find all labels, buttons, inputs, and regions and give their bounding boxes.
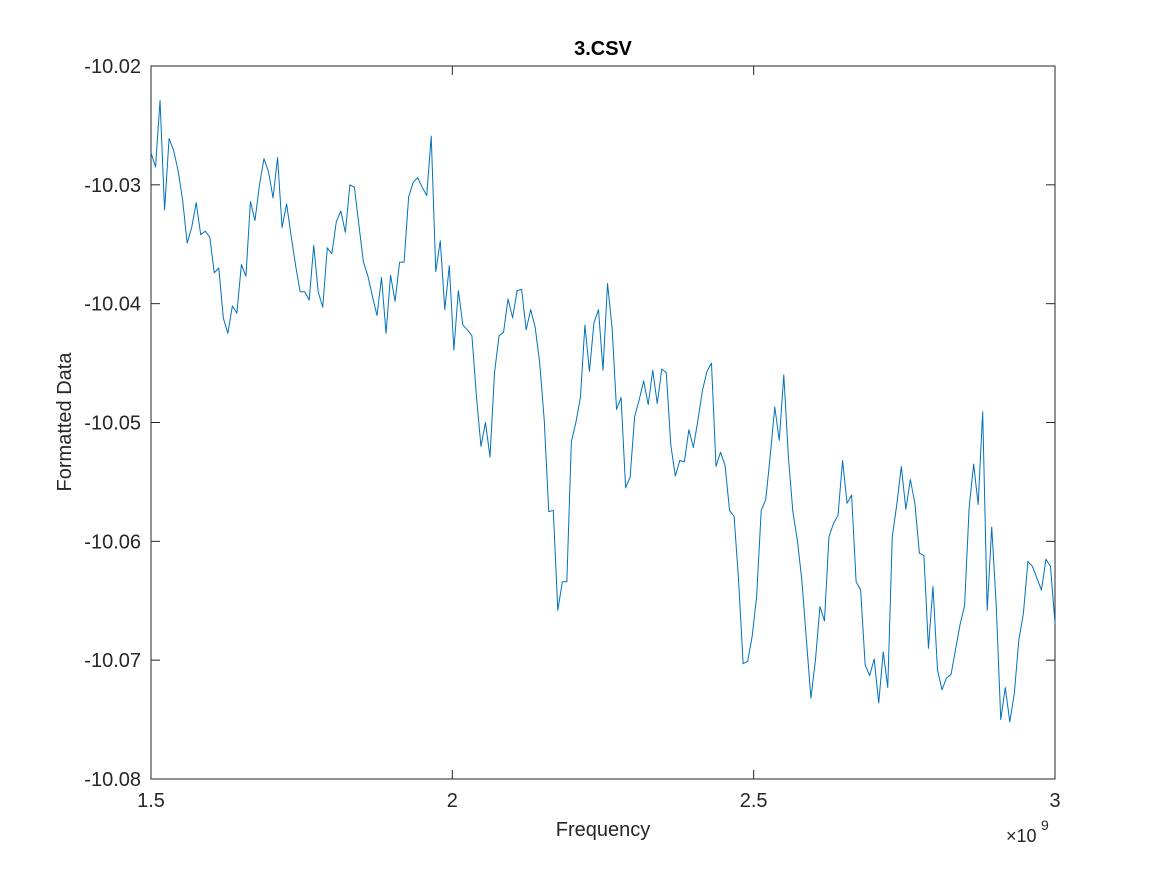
- axes-box: [150, 65, 1056, 780]
- x-tick-label: 3: [1049, 790, 1060, 812]
- x-tick-label: 2: [447, 790, 458, 812]
- y-tick-label: -10.07: [84, 650, 141, 672]
- chart-title: 3.CSV: [574, 38, 632, 60]
- y-tick-label: -10.06: [84, 531, 141, 553]
- x-multiplier-exponent: 9: [1041, 817, 1049, 833]
- x-axis-label: Frequency: [556, 819, 651, 841]
- data-line: [150, 99, 1056, 723]
- y-tick-label: -10.04: [84, 294, 141, 316]
- y-axis-label: Formatted Data: [54, 352, 76, 492]
- y-tick-label: -10.05: [84, 413, 141, 435]
- x-tick-label: 2.5: [740, 790, 768, 812]
- y-tick-label: -10.02: [84, 56, 141, 78]
- y-tick-label: -10.08: [84, 769, 141, 791]
- x-tick-label: 1.5: [137, 790, 165, 812]
- x-multiplier-base: ×10: [1006, 826, 1037, 846]
- y-tick-label: -10.03: [84, 175, 141, 197]
